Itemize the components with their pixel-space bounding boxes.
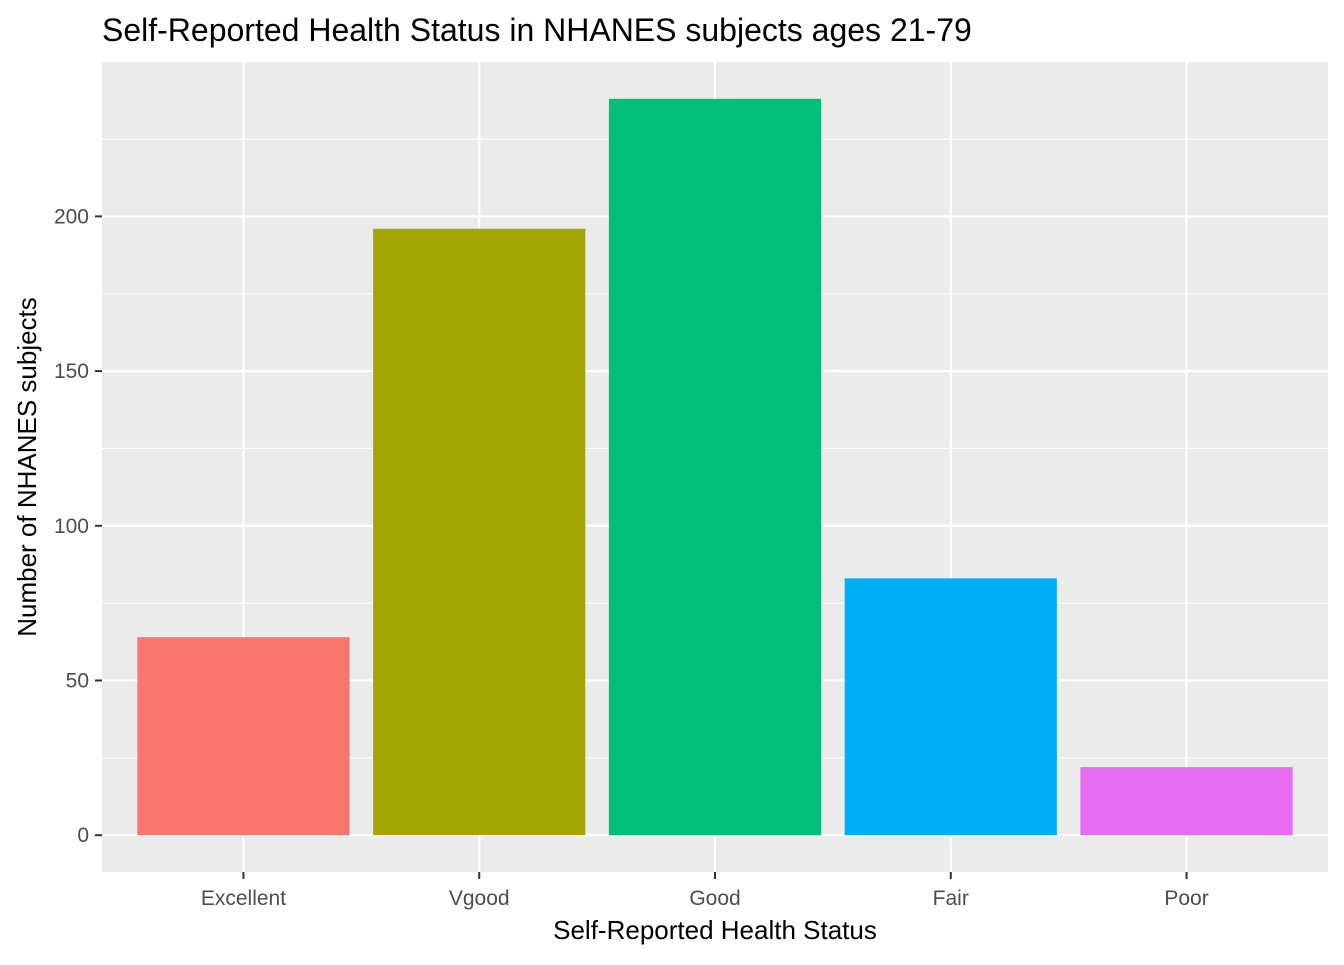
- y-tick-label: 50: [66, 669, 89, 692]
- y-tick-label: 0: [77, 824, 89, 847]
- bar-excellent: [137, 637, 350, 836]
- x-tick-label: Poor: [1164, 887, 1208, 910]
- x-axis-title: Self-Reported Health Status: [553, 915, 877, 945]
- x-tick-label: Fair: [933, 887, 969, 910]
- bars-group: [137, 98, 1293, 836]
- x-tick-label: Excellent: [201, 887, 286, 910]
- bar-poor: [1080, 767, 1293, 836]
- y-tick-label: 150: [54, 360, 89, 383]
- y-axis: 0 50 100 150 200: [54, 205, 102, 847]
- x-axis: Excellent Vgood Good Fair Poor: [201, 872, 1209, 910]
- y-tick-label: 100: [54, 515, 89, 538]
- chart-title: Self-Reported Health Status in NHANES su…: [102, 12, 972, 48]
- bar-good: [608, 98, 822, 836]
- bar-fair: [844, 578, 1057, 836]
- x-tick-label: Good: [689, 887, 740, 910]
- y-tick-label: 200: [54, 205, 89, 228]
- y-axis-title: Number of NHANES subjects: [12, 297, 42, 637]
- x-tick-label: Vgood: [449, 887, 510, 910]
- bar-vgood: [373, 228, 586, 836]
